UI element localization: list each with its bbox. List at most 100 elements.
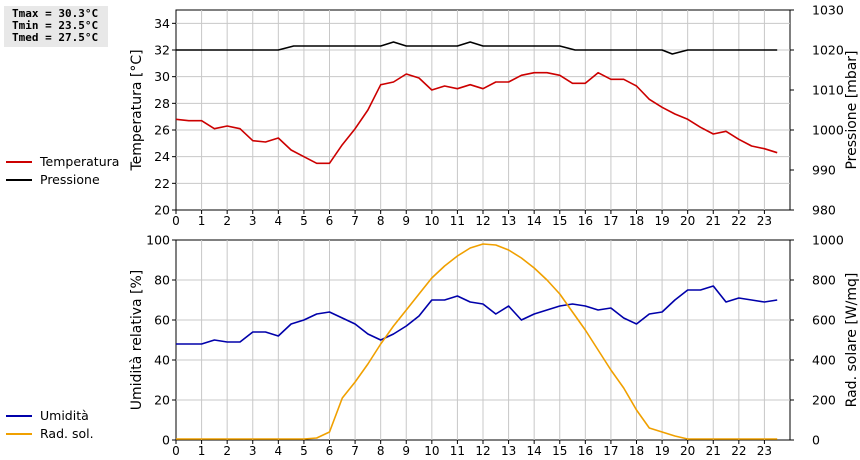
hum-y-right-title: Rad. solare [W/mq] (844, 273, 860, 408)
temp-y-left-tick-label: 20 (154, 203, 170, 218)
legend-swatch-rad-sol (6, 433, 32, 435)
temp-y-left-tick-label: 22 (154, 176, 170, 191)
temp-y-left-title: Temperatura [°C] (129, 49, 145, 171)
legend-swatch-pressione (6, 179, 32, 181)
hum-x-tick-label: 9 (402, 444, 410, 458)
hum-x-tick-label: 11 (450, 444, 465, 458)
hum-y-right-tick-label: 1000 (812, 233, 844, 248)
temp-x-tick-label: 16 (578, 214, 593, 228)
hum-y-right-tick-label: 600 (812, 313, 836, 328)
legend-label-rad-sol: Rad. sol. (40, 426, 94, 441)
temp-x-tick-label: 20 (680, 214, 695, 228)
hum-x-tick-label: 16 (578, 444, 593, 458)
hum-x-tick-label: 1 (198, 444, 206, 458)
temp-x-tick-label: 17 (603, 214, 618, 228)
temp-x-tick-label: 5 (300, 214, 308, 228)
legend-top: Temperatura Pressione (4, 153, 134, 189)
temp-y-right-tick-label: 1000 (812, 123, 844, 138)
legend-item-temperatura: Temperatura (4, 153, 134, 171)
tmin-text: Tmin = 23.5°C (12, 19, 99, 32)
legend-label-umidita: Umidità (40, 408, 89, 423)
hum-x-tick-label: 22 (731, 444, 746, 458)
hum-y-left-title: Umidità relativa [%] (129, 270, 145, 411)
temp-x-tick-label: 7 (351, 214, 359, 228)
temp-x-tick-label: 22 (731, 214, 746, 228)
temp-y-right-tick-label: 1010 (812, 83, 844, 98)
series-line-umidit (176, 285, 778, 345)
temp-x-tick-label: 12 (475, 214, 490, 228)
hum-x-tick-label: 10 (424, 444, 439, 458)
legend-swatch-umidita (6, 415, 32, 417)
hum-y-right-tick-label: 0 (812, 433, 820, 448)
hum-y-left-tick-label: 40 (154, 353, 170, 368)
hum-x-tick-label: 15 (552, 444, 567, 458)
hum-x-tick-label: 18 (629, 444, 644, 458)
hum-x-tick-label: 23 (757, 444, 772, 458)
hum-x-tick-label: 19 (654, 444, 669, 458)
hum-x-tick-label: 17 (603, 444, 618, 458)
hum-x-tick-label: 0 (172, 444, 180, 458)
hum-y-left-tick-label: 100 (146, 233, 170, 248)
hum-y-right-tick-label: 400 (812, 353, 836, 368)
hum-x-tick-label: 13 (501, 444, 516, 458)
legend-item-umidita: Umidità (4, 407, 134, 425)
temp-y-left-tick-label: 34 (154, 16, 170, 31)
temp-x-tick-label: 19 (654, 214, 669, 228)
temp-x-tick-label: 1 (198, 214, 206, 228)
hum-x-tick-label: 5 (300, 444, 308, 458)
legend-bottom: Umidità Rad. sol. (4, 407, 134, 443)
legend-item-pressione: Pressione (4, 171, 134, 189)
temp-y-right-tick-label: 980 (812, 203, 836, 218)
tmed-text: Tmed = 27.5°C (12, 31, 99, 44)
temp-x-tick-label: 9 (402, 214, 410, 228)
temp-x-tick-label: 13 (501, 214, 516, 228)
hum-x-tick-label: 12 (475, 444, 490, 458)
series-line-temperatura (175, 71, 778, 165)
hum-y-right-tick-label: 200 (812, 393, 836, 408)
hum-x-tick-label: 4 (275, 444, 283, 458)
temp-y-right-tick-label: 990 (812, 163, 836, 178)
temp-x-tick-label: 8 (377, 214, 385, 228)
temp-x-tick-label: 3 (249, 214, 257, 228)
hum-x-tick-label: 21 (706, 444, 721, 458)
temp-y-left-tick-label: 28 (154, 96, 170, 111)
legend-swatch-temperatura (6, 161, 32, 163)
temp-y-left-tick-label: 26 (154, 123, 170, 138)
temp-x-tick-label: 2 (223, 214, 231, 228)
hum-y-left-tick-label: 80 (154, 273, 170, 288)
legend-item-rad-sol: Rad. sol. (4, 425, 134, 443)
temp-y-left-tick-label: 30 (154, 69, 170, 84)
temp-x-tick-label: 23 (757, 214, 772, 228)
temp-x-tick-label: 10 (424, 214, 439, 228)
hum-x-tick-label: 14 (527, 444, 542, 458)
temp-x-tick-label: 18 (629, 214, 644, 228)
temp-x-tick-label: 0 (172, 214, 180, 228)
hum-y-left-tick-label: 0 (162, 433, 170, 448)
hum-x-tick-label: 2 (223, 444, 231, 458)
tmax-text: Tmax = 30.3°C (12, 7, 99, 20)
temp-y-left-tick-label: 24 (154, 149, 170, 164)
temp-y-left-tick-label: 32 (154, 43, 170, 58)
temp-x-tick-label: 14 (527, 214, 542, 228)
series-line-rad-sol (176, 243, 778, 440)
hum-x-tick-label: 8 (377, 444, 385, 458)
hum-y-left-tick-label: 20 (154, 393, 170, 408)
series-line-pressione (176, 41, 778, 55)
temp-x-tick-label: 15 (552, 214, 567, 228)
hum-x-tick-label: 6 (326, 444, 334, 458)
hum-y-left-tick-label: 60 (154, 313, 170, 328)
temp-x-tick-label: 6 (326, 214, 334, 228)
temp-x-tick-label: 21 (706, 214, 721, 228)
temp-x-tick-label: 11 (450, 214, 465, 228)
stats-box: Tmax = 30.3°C Tmin = 23.5°C Tmed = 27.5°… (4, 6, 108, 47)
legend-label-temperatura: Temperatura (40, 154, 120, 169)
temp-y-right-tick-label: 1030 (812, 3, 844, 18)
hum-y-right-tick-label: 800 (812, 273, 836, 288)
hum-x-tick-label: 7 (351, 444, 359, 458)
hum-x-tick-label: 20 (680, 444, 695, 458)
temp-y-right-title: Pressione [mbar] (844, 50, 860, 169)
legend-label-pressione: Pressione (40, 172, 100, 187)
hum-x-tick-label: 3 (249, 444, 257, 458)
temp-y-right-tick-label: 1020 (812, 43, 844, 58)
